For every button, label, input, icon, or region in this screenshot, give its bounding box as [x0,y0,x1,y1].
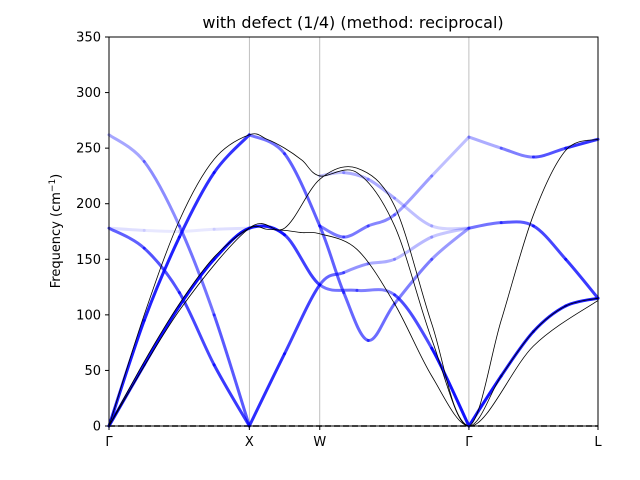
unfolded-band-0-segment-6 [318,283,359,292]
y-tick-label-5: 250 [76,142,101,157]
plot-area [109,37,598,426]
unfolded-band-1-segment-1 [142,235,181,322]
y-tick-label-0: 0 [93,420,101,435]
unfolded-band-0-segment-9 [430,346,471,428]
gridlines [248,37,470,426]
unfolded-band-7-segment-4 [430,224,471,231]
unfolded-band-4-segment-5 [393,257,434,306]
unfolded-band-2-segment-0 [107,226,146,250]
chart-title: with defect (1/4) (method: reciprocal) [202,13,503,32]
unfolded-band-5-segment-3 [342,262,370,275]
y-tick-label-3: 150 [76,253,101,268]
unfolded-band-9-segment-0 [467,221,503,230]
unfolded-band-11-segment-1 [142,228,181,234]
unfolded-band-3-segment-2 [177,224,216,317]
reference-band-0 [108,225,599,427]
unfolded-band-7-segment-3 [393,196,434,228]
unfolded-band-6-segment-1 [342,224,370,239]
unfolded-band-3-segment-0 [107,133,146,163]
unfolded-band-2-segment-1 [142,246,181,295]
y-axis-label: Frequency (cm−1) [48,174,64,289]
unfolded-band-4-segment-4 [366,302,397,342]
unfolded-band-5-segment-1 [283,283,322,356]
unfolded-band-5 [247,226,471,428]
axes-border [108,36,599,427]
unfolded-band-7-segment-2 [366,177,397,200]
unfolded-band-4-segment-6 [430,226,471,261]
unfolded-band-5-segment-0 [247,352,287,428]
y-axis-ticks: 0 50 100 150 200 250 300 350 [76,31,109,435]
unfolded-band-10-segment-2 [531,146,568,159]
x-tick-label-1: X [245,435,254,450]
unfolded-band-11 [107,226,251,234]
unfolded-band-11-segment-2 [177,227,216,233]
unfolded-band-1 [107,133,251,428]
reference-band-2 [108,166,599,427]
x-tick-label-3: Γ [465,435,473,450]
y-tick-label-7: 350 [76,31,101,46]
unfolded-band-5-segment-6 [430,226,471,239]
unfolded-band-0-segment-1 [142,304,181,367]
unfolded-band-10-segment-0 [467,135,503,150]
y-tick-label-6: 300 [76,86,101,101]
unfolded-band-9-segment-2 [531,224,568,261]
unfolded-band-4-segment-2 [318,224,346,295]
unfolded-band-6-segment-2 [366,213,397,228]
axes-frame [108,36,599,427]
unfolded-band-3 [107,133,251,428]
y-tick-label-4: 200 [76,197,101,212]
unfolded-band-5-segment-4 [366,257,397,266]
x-tick-label-0: Γ [105,435,113,450]
unfolded-band-0-segment-2 [177,257,216,308]
unfolded-band-4 [247,133,471,342]
unfolded-band-4-segment-3 [342,291,370,342]
unfolded-band-6-segment-4 [430,135,471,178]
x-tick-label-2: W [313,435,326,450]
unfolded-band-0-segment-5 [283,233,322,287]
unfolded-band-3-segment-1 [142,159,181,228]
unfolded-band-9 [467,220,600,300]
unfolded-band-7-segment-1 [342,171,370,181]
unfolded-band-11-segment-3 [212,226,251,231]
unfolded-band-0-segment-7 [355,288,397,297]
reference-band-1 [108,133,599,427]
x-tick-label-4: L [594,435,602,450]
unfolded-band-11-segment-0 [107,226,146,232]
y-tick-label-1: 50 [84,364,101,379]
unfolded-band-5-segment-2 [318,271,346,287]
unfolded-band-6-segment-0 [318,224,346,239]
plot-background [109,37,598,426]
unfolded-band-10-segment-1 [499,146,535,159]
y-tick-label-2: 100 [76,308,101,323]
unfolded-band-3-segment-3 [212,313,251,428]
reference-bands [108,133,599,427]
unfolded-band-9-segment-1 [499,220,535,228]
unfolded-band-1-segment-3 [212,133,251,175]
unfolded-band-9-segment-3 [564,257,600,300]
unfolded-band-5-segment-5 [393,235,434,261]
unfolded-band-4-segment-1 [283,152,322,228]
unfolded-band-4-segment-0 [247,133,287,156]
